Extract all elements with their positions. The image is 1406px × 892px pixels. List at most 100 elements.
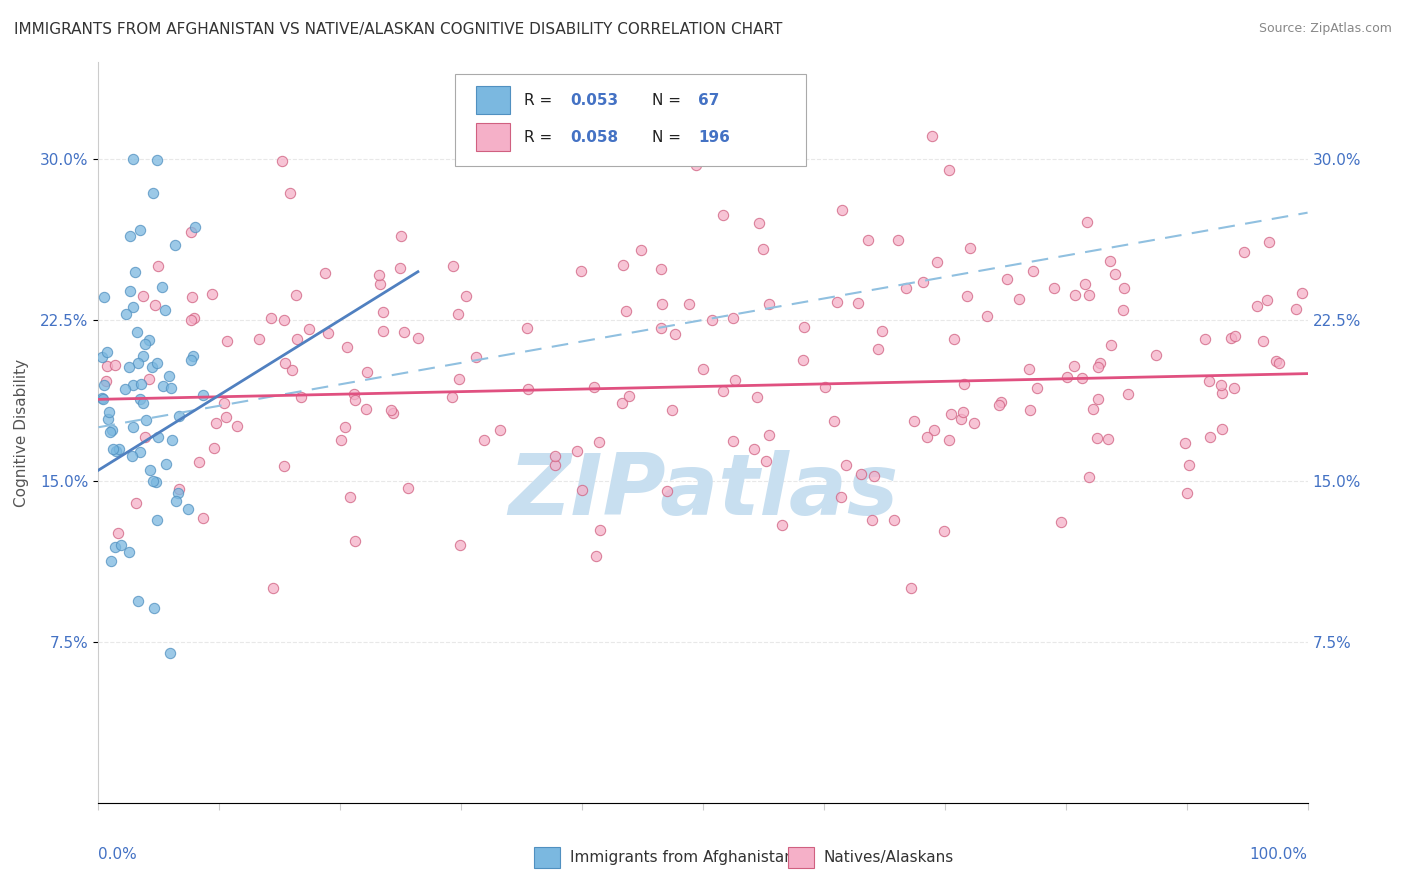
Point [758,297,780,311]
Point [1112,281,1135,295]
Point [121,152,143,166]
Point [281,362,304,376]
Point [262,581,284,595]
Point [903,414,925,428]
Point [160,433,183,447]
Point [93,377,115,392]
Point [742,442,765,457]
Point [108,442,131,456]
Point [167,485,190,500]
Point [204,416,226,430]
Point [1233,245,1256,260]
Point [585,549,607,564]
Point [160,381,183,395]
Point [1074,277,1097,291]
Point [371,324,394,338]
Point [655,483,678,498]
Point [1144,348,1167,362]
Point [900,581,922,595]
Point [339,490,361,504]
Point [721,310,744,325]
Text: R =: R = [524,93,557,108]
Point [956,288,979,302]
Point [135,413,157,427]
Point [165,494,187,508]
Point [93,392,115,406]
Point [953,376,976,391]
Point [1087,360,1109,375]
Point [1087,392,1109,406]
Point [274,356,297,370]
Point [389,229,412,244]
Point [356,401,378,416]
Point [191,387,214,401]
Point [1174,436,1197,450]
Point [911,275,934,289]
Point [1088,356,1111,370]
Point [1018,362,1040,376]
Point [127,594,149,608]
Point [488,424,510,438]
Point [146,430,169,444]
Point [145,513,167,527]
Point [215,409,238,424]
Point [449,372,471,386]
Point [942,332,965,346]
Point [96,374,118,388]
Point [959,241,981,255]
Point [692,362,714,376]
Point [1178,458,1201,473]
Point [834,458,856,473]
Point [610,396,633,410]
Point [1063,359,1085,374]
Point [1098,254,1121,268]
Point [121,449,143,463]
FancyBboxPatch shape [475,87,509,114]
Point [278,186,301,200]
Point [382,406,405,420]
Point [938,163,960,178]
Point [129,377,152,392]
Point [131,288,153,302]
Point [138,333,160,347]
FancyBboxPatch shape [456,73,806,166]
Point [128,392,150,406]
Point [1116,386,1139,401]
Point [103,442,125,456]
Point [846,296,869,310]
Point [1198,374,1220,388]
Point [343,533,366,548]
Point [915,430,938,444]
Point [141,360,163,375]
Point [107,526,129,541]
Point [121,300,143,314]
Point [472,434,495,448]
Point [745,391,768,405]
Point [1104,267,1126,281]
Point [98,425,121,439]
Point [93,290,115,304]
Point [91,350,114,364]
Point [91,391,114,405]
Point [392,325,415,339]
Point [1099,338,1122,352]
Point [202,442,225,456]
FancyBboxPatch shape [787,847,814,868]
Point [724,373,747,387]
Point [371,305,394,319]
Point [132,396,155,410]
Point [883,513,905,527]
Point [863,469,886,483]
Point [100,554,122,568]
Point [201,286,224,301]
Point [465,350,488,364]
Point [1085,430,1108,444]
Point [650,262,672,277]
Point [583,380,606,394]
Text: N =: N = [652,129,686,145]
Point [1175,486,1198,500]
Text: Source: ZipAtlas.com: Source: ZipAtlas.com [1258,22,1392,36]
Point [110,539,132,553]
Point [105,443,128,458]
Y-axis label: Cognitive Disability: Cognitive Disability [14,359,30,507]
